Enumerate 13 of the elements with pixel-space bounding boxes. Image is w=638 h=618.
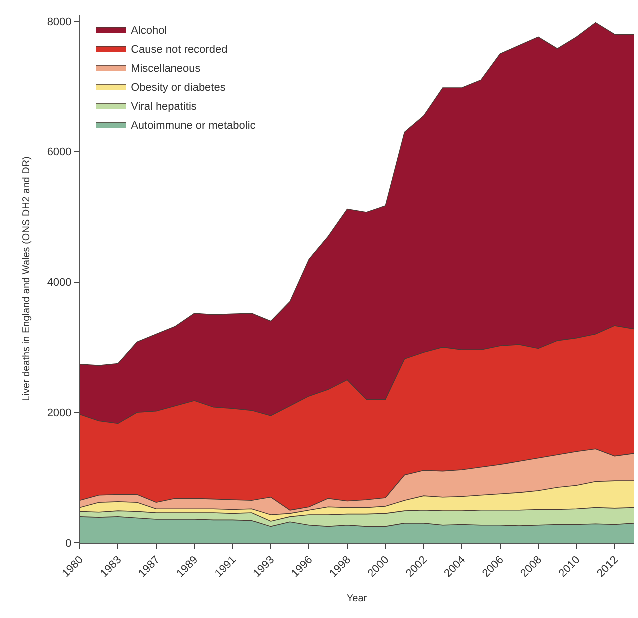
legend-label: Viral hepatitis <box>131 100 198 113</box>
x-axis-title: Year <box>346 594 368 605</box>
y-tick-label: 2000 <box>47 407 72 420</box>
legend-label: Cause not recorded <box>131 44 228 56</box>
y-tick-label: 8000 <box>47 16 72 28</box>
legend-label: Alcohol <box>131 24 168 37</box>
y-tick-label: 6000 <box>47 146 72 159</box>
y-tick-label: 0 <box>66 538 72 550</box>
y-tick-label: 4000 <box>47 277 72 290</box>
legend-label: Autoimmune or metabolic <box>131 120 256 132</box>
legend-label: Miscellaneous <box>131 62 202 75</box>
legend-label: Obesity or diabetes <box>131 82 226 94</box>
y-axis-title: Liver deaths in England and Wales (ONS DH2 and DR) <box>21 156 32 402</box>
